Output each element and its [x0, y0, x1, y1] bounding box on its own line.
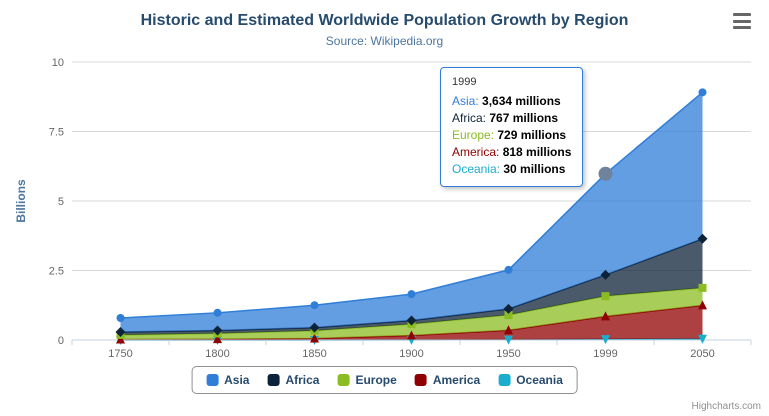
- marker-africa-1850[interactable]: [309, 322, 320, 333]
- chart-subtitle: Source: Wikipedia.org: [325, 34, 444, 48]
- y-axis-title: Billions: [14, 179, 28, 223]
- marker-asia-1850[interactable]: [310, 301, 319, 310]
- legend-label: Europe: [355, 373, 397, 387]
- marker-asia-1900[interactable]: [407, 290, 416, 299]
- marker-america-1999[interactable]: [601, 311, 610, 321]
- x-axis-label: 1950: [496, 348, 520, 360]
- legend-label: America: [432, 373, 481, 387]
- marker-asia-1800[interactable]: [213, 308, 222, 317]
- legend-swatch: [337, 374, 350, 386]
- marker-africa-1999[interactable]: [600, 269, 611, 280]
- x-axis-label: 1999: [593, 348, 617, 360]
- marker-america-1850[interactable]: [310, 333, 319, 343]
- legend-item-oceania[interactable]: Oceania: [498, 373, 563, 387]
- legend-swatch: [206, 374, 219, 386]
- legend-item-europe[interactable]: Europe: [337, 373, 397, 387]
- chart-title: Historic and Estimated Worldwide Populat…: [140, 12, 629, 29]
- marker-europe-1950[interactable]: [504, 311, 513, 320]
- y-axis-label: 5: [58, 196, 64, 208]
- legend-label: Africa: [285, 373, 320, 387]
- marker-africa-1900[interactable]: [406, 315, 417, 326]
- legend-swatch: [498, 374, 511, 386]
- marker-africa-1950[interactable]: [503, 303, 514, 314]
- y-axis-label: 10: [52, 57, 64, 69]
- series-area-asia[interactable]: [120, 92, 703, 332]
- hamburger-icon: [733, 26, 751, 29]
- y-axis-label: 0: [58, 335, 64, 347]
- x-axis-label: 1750: [108, 348, 132, 360]
- series-area-africa[interactable]: [120, 238, 703, 335]
- hamburger-icon: [733, 13, 751, 16]
- marker-oceania-1950[interactable]: [504, 335, 513, 345]
- legend-label: Asia: [224, 373, 250, 387]
- legend: Asia Africa Europe America Oceania: [191, 366, 578, 394]
- y-axis-label: 2.5: [49, 266, 64, 278]
- x-axis-label: 1800: [205, 348, 229, 360]
- y-axis-label: 7.5: [49, 127, 64, 139]
- marker-africa-1750[interactable]: [115, 326, 126, 337]
- credits-link[interactable]: Highcharts.com: [691, 401, 761, 412]
- marker-america-1750[interactable]: [116, 334, 125, 344]
- context-menu-button[interactable]: [729, 10, 755, 32]
- marker-europe-1999[interactable]: [601, 292, 610, 301]
- marker-america-1800[interactable]: [213, 334, 222, 344]
- marker-asia-1750[interactable]: [116, 314, 125, 323]
- marker-asia-1950[interactable]: [504, 265, 513, 274]
- legend-item-america[interactable]: America: [414, 373, 481, 387]
- x-axis-label: 2050: [690, 348, 714, 360]
- marker-africa-2050[interactable]: [697, 233, 708, 244]
- hamburger-icon: [733, 19, 751, 23]
- marker-oceania-2050[interactable]: [698, 334, 707, 344]
- legend-item-asia[interactable]: Asia: [206, 373, 249, 387]
- marker-america-1950[interactable]: [504, 325, 513, 335]
- legend-swatch: [414, 374, 427, 386]
- marker-africa-1800[interactable]: [212, 325, 223, 336]
- marker-oceania-1999[interactable]: [601, 335, 610, 345]
- marker-america-1900[interactable]: [407, 330, 416, 340]
- series-area-america[interactable]: [120, 305, 703, 340]
- legend-label: Oceania: [516, 373, 563, 387]
- marker-america-2050[interactable]: [698, 300, 707, 310]
- x-axis-label: 1850: [302, 348, 326, 360]
- legend-swatch: [267, 374, 280, 386]
- marker-europe-2050[interactable]: [698, 283, 707, 292]
- legend-item-africa[interactable]: Africa: [267, 373, 319, 387]
- x-axis-label: 1900: [399, 348, 423, 360]
- marker-asia-2050[interactable]: [698, 88, 707, 97]
- hovered-point-marker[interactable]: [598, 166, 613, 181]
